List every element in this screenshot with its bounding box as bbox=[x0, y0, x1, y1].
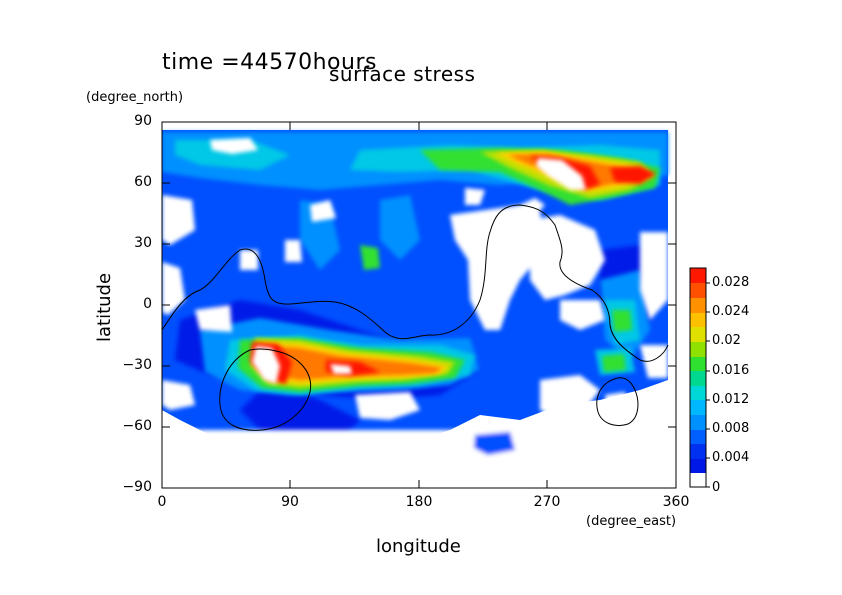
y-unit-label: (degree_north) bbox=[86, 90, 184, 105]
heatmap-field bbox=[162, 130, 668, 488]
x-tick-label: 0 bbox=[157, 494, 167, 510]
y-tick-label: 90 bbox=[134, 113, 152, 129]
colorbar-tick-label: 0.016 bbox=[712, 363, 750, 378]
x-tick-label: 270 bbox=[533, 494, 561, 510]
colorbar-tick-label: 0.008 bbox=[712, 421, 750, 436]
axis-ticks bbox=[162, 121, 676, 489]
x-tick-label: 180 bbox=[405, 494, 433, 510]
y-tick-label: 60 bbox=[134, 174, 152, 190]
x-tick-label: 90 bbox=[281, 494, 299, 510]
chart-time-title: time =44570hours bbox=[162, 50, 377, 75]
x-unit-label: (degree_east) bbox=[586, 514, 677, 529]
colorbar bbox=[689, 267, 710, 488]
chart-title: surface stress bbox=[329, 62, 476, 86]
x-axis-label: longitude bbox=[376, 536, 461, 557]
y-tick-label: −90 bbox=[122, 479, 152, 495]
colorbar-tick-label: 0.004 bbox=[712, 450, 750, 465]
y-tick-label: 30 bbox=[134, 235, 152, 251]
y-tick-label: 0 bbox=[143, 296, 152, 312]
colorbar-tick-label: 0.012 bbox=[712, 392, 750, 407]
y-tick-label: −60 bbox=[122, 418, 152, 434]
colorbar-tick-label: 0.02 bbox=[712, 333, 741, 348]
y-tick-label: −30 bbox=[122, 357, 152, 373]
colorbar-tick-label: 0 bbox=[712, 480, 721, 495]
colorbar-tick-label: 0.024 bbox=[712, 304, 750, 319]
x-tick-label: 360 bbox=[662, 494, 690, 510]
coastline-contours bbox=[161, 204, 669, 431]
colorbar-tick-label: 0.028 bbox=[712, 275, 750, 290]
